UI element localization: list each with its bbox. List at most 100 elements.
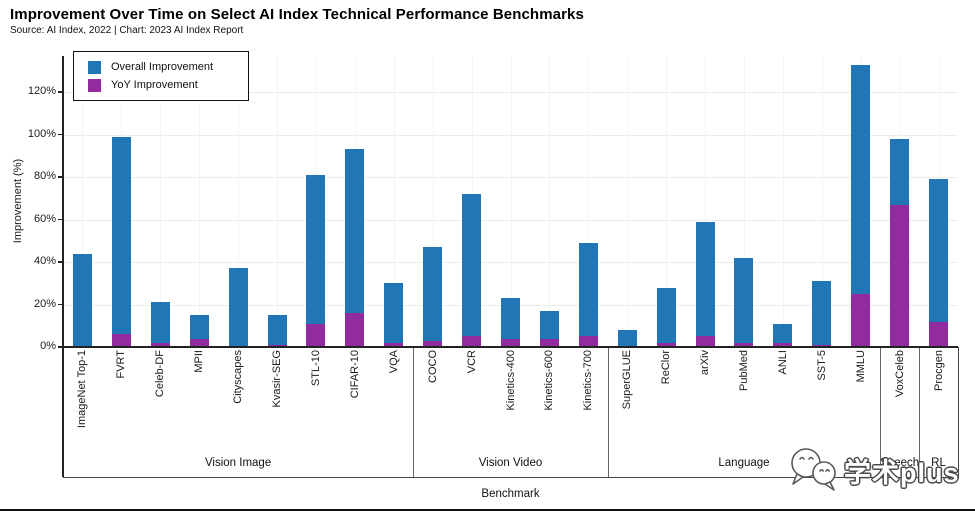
gridline-vertical	[510, 56, 512, 347]
y-tick-mark	[58, 346, 63, 348]
bar-overall-SST-5	[812, 281, 832, 347]
y-tick-mark	[58, 261, 63, 263]
bar-yoy-CIFAR-10	[345, 313, 365, 347]
x-tick-label: Cityscapes	[232, 350, 245, 404]
y-tick-label: 120%	[27, 85, 56, 98]
bar-yoy-Kinetics-700	[578, 336, 598, 347]
watermark-text: 学术plus	[844, 457, 960, 488]
bar-overall-ReClor	[656, 287, 676, 347]
yoy-color-swatch	[88, 78, 101, 92]
bar-overall-VCR	[462, 194, 482, 347]
wechat-chat-bubbles-icon	[791, 448, 836, 491]
group-divider	[919, 347, 921, 477]
bar-overall-MMLU	[851, 64, 871, 347]
y-tick-mark	[58, 176, 63, 178]
group-label-speech: Speech	[880, 457, 920, 469]
x-tick-label: ReClor	[660, 350, 673, 385]
gridline-vertical	[82, 56, 84, 347]
group-divider	[413, 347, 415, 477]
bar-overall-Cityscapes	[228, 268, 248, 347]
bar-yoy-VQA	[384, 342, 404, 347]
x-tick-label: VQA	[387, 350, 400, 374]
bar-overall-arXiv	[695, 221, 715, 347]
y-tick-label: 0%	[40, 340, 56, 352]
x-tick-label: Kinetics-700	[582, 350, 595, 411]
x-tick-label: SST-5	[815, 350, 828, 381]
overall-color-swatch	[88, 60, 101, 74]
gridline-vertical	[238, 56, 240, 347]
bar-yoy-MMLU	[851, 293, 871, 347]
x-tick-label: SuperGLUE	[621, 350, 634, 410]
gridline-vertical	[666, 56, 668, 347]
group-label-vision-video: Vision Video	[478, 457, 543, 469]
bar-overall-Celeb-DF	[150, 302, 170, 347]
gridline-vertical	[821, 56, 823, 347]
group-label-rl: RL	[931, 457, 946, 469]
bar-overall-Kinetics-700	[578, 242, 598, 347]
x-tick-label: COCO	[426, 350, 439, 383]
bar-overall-PubMed	[734, 257, 754, 347]
gridline-vertical	[782, 56, 784, 347]
bar-yoy-MPII	[189, 338, 209, 347]
x-axis-label: Benchmark	[481, 488, 540, 500]
watermark: 学术plus	[786, 438, 975, 502]
legend-label: Overall Improvement	[111, 61, 214, 73]
legend-item-yoy: YoY Improvement	[88, 78, 248, 92]
bar-yoy-STL-10	[306, 323, 326, 347]
bar-yoy-VCR	[462, 336, 482, 347]
gridline-vertical	[549, 56, 551, 347]
bar-yoy-VoxCeleb	[890, 204, 910, 347]
gridline-vertical	[627, 56, 629, 347]
group-divider	[880, 347, 882, 477]
y-tick-mark	[58, 133, 63, 136]
bar-yoy-Kvasir-SEG	[267, 344, 287, 347]
gridline-vertical	[705, 56, 707, 347]
bar-yoy-PubMed	[734, 342, 754, 347]
x-tick-label: ImageNet Top-1	[76, 350, 89, 429]
x-tick-label: arXiv	[699, 350, 712, 376]
gridline-vertical	[743, 56, 745, 347]
x-tick-label: PubMed	[737, 350, 750, 391]
bar-yoy-ReClor	[656, 342, 676, 347]
y-tick-mark	[58, 91, 63, 93]
label-band-bottom-border	[63, 477, 959, 478]
bar-yoy-COCO	[423, 340, 443, 347]
bar-overall-CIFAR-10	[345, 149, 365, 347]
bar-yoy-Procgen	[929, 321, 949, 347]
bar-overall-Procgen	[929, 179, 949, 347]
bar-yoy-ANLI	[773, 342, 793, 347]
y-tick-mark	[58, 303, 63, 306]
legend: Overall Improvement YoY Improvement	[73, 51, 249, 101]
y-tick-label: 40%	[33, 255, 56, 268]
bar-yoy-FVRT	[111, 334, 131, 347]
bar-overall-COCO	[423, 247, 443, 347]
chart-title: Improvement Over Time on Select AI Index…	[10, 6, 584, 23]
bar-overall-ImageNet Top-1	[72, 253, 92, 347]
y-tick-mark	[58, 218, 63, 221]
x-tick-label: Kvasir-SEG	[271, 350, 284, 408]
y-tick-label: 60%	[33, 212, 56, 225]
x-tick-label: ANLI	[776, 350, 789, 375]
bar-overall-VQA	[384, 283, 404, 347]
bar-yoy-arXiv	[695, 336, 715, 347]
x-tick-label: VCR	[465, 350, 478, 374]
x-tick-label: Kinetics-400	[504, 350, 517, 411]
label-band-right-border	[957, 347, 959, 477]
x-tick-label: VoxCeleb	[893, 350, 906, 398]
bar-overall-FVRT	[111, 136, 131, 347]
bar-overall-Kvasir-SEG	[267, 315, 287, 347]
x-tick-label: STL-10	[309, 350, 322, 387]
gridline-vertical	[588, 56, 590, 347]
bar-overall-SuperGLUE	[617, 330, 637, 347]
group-label-vision-image: Vision Image	[204, 457, 272, 469]
y-tick-label: 80%	[33, 170, 56, 183]
bar-yoy-SST-5	[812, 344, 832, 347]
legend-label: YoY Improvement	[111, 79, 198, 91]
bar-overall-ANLI	[773, 323, 793, 347]
group-divider	[607, 347, 609, 477]
x-tick-label: Procgen	[932, 350, 945, 391]
bar-yoy-Kinetics-400	[501, 338, 520, 347]
group-label-language: Language	[718, 457, 770, 469]
x-axis-line	[63, 346, 958, 348]
